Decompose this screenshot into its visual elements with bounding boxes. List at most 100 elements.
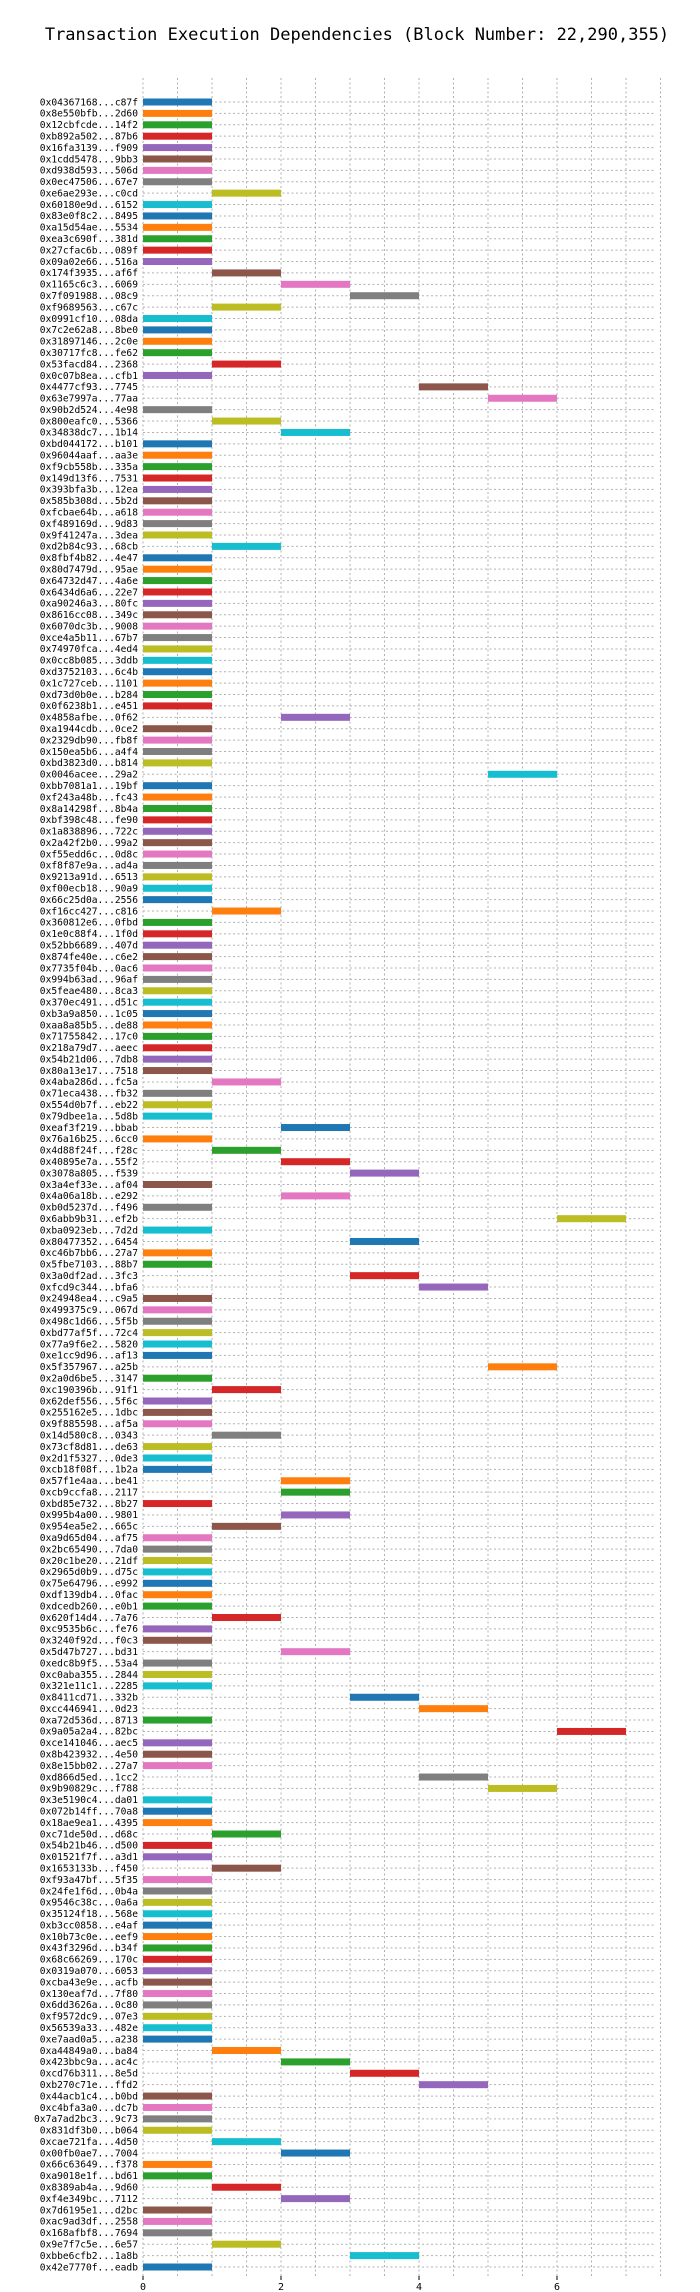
task-bar (419, 1283, 488, 1291)
task-bar (143, 975, 212, 983)
y-tick-label: 0x995b4a00...9801 (40, 1510, 138, 1521)
task-bar (143, 930, 212, 938)
y-tick-label: 0xa90246a3...80fc (40, 599, 138, 610)
y-tick-labels: 0x04367168...c87f0x8e550bfb...2d600x12cb… (34, 97, 138, 2273)
y-tick-label: 0x499375c9...067d (40, 1305, 138, 1316)
task-bar (281, 2058, 350, 2066)
y-tick-label: 0xdf139db4...0fac (40, 1590, 138, 1601)
y-tick-label: 0x66c63649...f378 (40, 2160, 138, 2171)
task-bar (143, 748, 212, 755)
y-tick-label: 0xb892a502...87b6 (40, 131, 138, 142)
task-bar (143, 1853, 212, 1861)
task-bar (143, 1135, 212, 1143)
y-tick-label: 0x150ea5b6...a4f4 (40, 747, 138, 758)
task-bar (212, 1386, 281, 1394)
y-tick-label: 0x5feae480...8ca3 (40, 986, 138, 997)
task-bar (212, 1830, 281, 1838)
y-tick-label: 0x1c727ceb...1101 (40, 678, 138, 689)
y-tick-label: 0xf00ecb18...90a9 (40, 884, 138, 895)
task-bar (212, 2138, 281, 2146)
y-tick-label: 0xf9572dc9...07e3 (40, 2012, 138, 2023)
task-bar (488, 1363, 557, 1371)
task-bar (143, 1990, 212, 1998)
task-bar (281, 428, 350, 436)
y-tick-label: 0x9e7f7c5e...6e57 (40, 2240, 138, 2251)
task-bar (143, 918, 212, 926)
y-tick-label: 0xb3cc0858...e4af (40, 1920, 138, 1931)
y-tick-label: 0x393bfa3b...12ea (40, 485, 138, 496)
task-bar (143, 520, 212, 528)
task-bar (143, 109, 212, 117)
task-bar (281, 1124, 350, 1132)
y-tick-label: 0x16fa3139...f909 (40, 143, 138, 154)
y-tick-label: 0x994b63ad...96af (40, 975, 138, 986)
y-tick-label: 0xd73d0b0e...b284 (40, 690, 138, 701)
y-tick-label: 0x1165c6c3...6069 (40, 280, 138, 291)
task-bar (419, 1773, 488, 1781)
y-tick-label: 0xc9535b6c...fe76 (40, 1624, 138, 1635)
task-bar (143, 1089, 212, 1097)
y-tick-label: 0x585b308d...5b2d (40, 496, 138, 507)
y-tick-label: 0x3a4ef33e...af04 (40, 1180, 138, 1191)
task-bar (143, 998, 212, 1006)
task-bar (143, 155, 212, 163)
task-bar (350, 1272, 419, 1280)
task-bar (143, 1112, 212, 1120)
y-tick-label: 0x7d6195e1...d2bc (40, 2205, 138, 2216)
y-tick-label: 0x12cbfcde...14f2 (40, 120, 138, 131)
y-tick-label: 0x6434d6a6...22e7 (40, 587, 138, 598)
task-bar (143, 884, 212, 892)
y-tick-label: 0x79dbee1a...5d8b (40, 1111, 138, 1122)
task-bar (143, 1317, 212, 1325)
task-bar (143, 873, 212, 881)
task-bar (143, 337, 212, 345)
y-tick-label: 0x831df3b0...b064 (40, 2126, 138, 2137)
y-tick-label: 0xce4a5b11...67b7 (40, 633, 138, 644)
task-bar (143, 1933, 212, 1941)
y-tick-label: 0xba0923eb...7d2d (40, 1225, 138, 1236)
y-tick-label: 0x370ec491...d51c (40, 997, 138, 1008)
task-bar (143, 725, 212, 733)
y-tick-label: 0x218a79d7...aeec (40, 1043, 138, 1054)
task-bar (143, 212, 212, 220)
task-bar (143, 554, 212, 562)
task-bar (143, 1545, 212, 1553)
task-bar (143, 1021, 212, 1029)
task-bar (143, 1898, 212, 1906)
y-tick-label: 0x7c2e62a8...8be0 (40, 325, 138, 336)
task-bar (143, 1294, 212, 1302)
bars-group (143, 98, 626, 2271)
y-tick-label: 0x2d1f5327...0de3 (40, 1453, 138, 1464)
y-tick-label: 0xcae721fa...4d50 (40, 2137, 138, 2148)
y-tick-label: 0xbb7081a1...19bf (40, 781, 138, 792)
y-tick-label: 0xea3c690f...381d (40, 234, 138, 245)
task-bar (281, 2195, 350, 2203)
task-bar (281, 1477, 350, 1485)
task-bar (212, 1078, 281, 1086)
task-bar (143, 577, 212, 585)
task-bar (143, 1579, 212, 1587)
task-bar (143, 1101, 212, 1109)
task-bar (143, 315, 212, 322)
task-bar (143, 440, 212, 448)
y-tick-label: 0xc190396b...91f1 (40, 1385, 138, 1396)
task-bar (143, 508, 212, 516)
y-tick-label: 0x0ec47506...67e7 (40, 177, 138, 188)
task-bar (143, 839, 212, 847)
y-tick-label: 0xb270c71e...ffd2 (40, 2080, 138, 2091)
y-tick-label: 0x44acb1c4...b0bd (40, 2091, 138, 2102)
task-bar (143, 622, 212, 630)
task-bar (143, 679, 212, 687)
y-tick-label: 0x63e7997a...77aa (40, 394, 138, 405)
y-tick-label: 0xfcbae64b...a618 (40, 508, 138, 519)
y-tick-label: 0x4aba286d...fc5a (40, 1077, 138, 1088)
task-bar (281, 1511, 350, 1519)
task-bar (350, 2069, 419, 2077)
y-tick-label: 0x0f6238b1...e451 (40, 701, 138, 712)
y-tick-label: 0x1a838896...722c (40, 827, 138, 838)
y-tick-label: 0xbd77af5f...72c4 (40, 1328, 138, 1339)
y-tick-label: 0x53facd84...2368 (40, 359, 138, 370)
y-tick-label: 0xb3a9a850...1c05 (40, 1009, 138, 1020)
task-bar (143, 1443, 212, 1451)
y-tick-label: 0x52bb6689...407d (40, 941, 138, 952)
